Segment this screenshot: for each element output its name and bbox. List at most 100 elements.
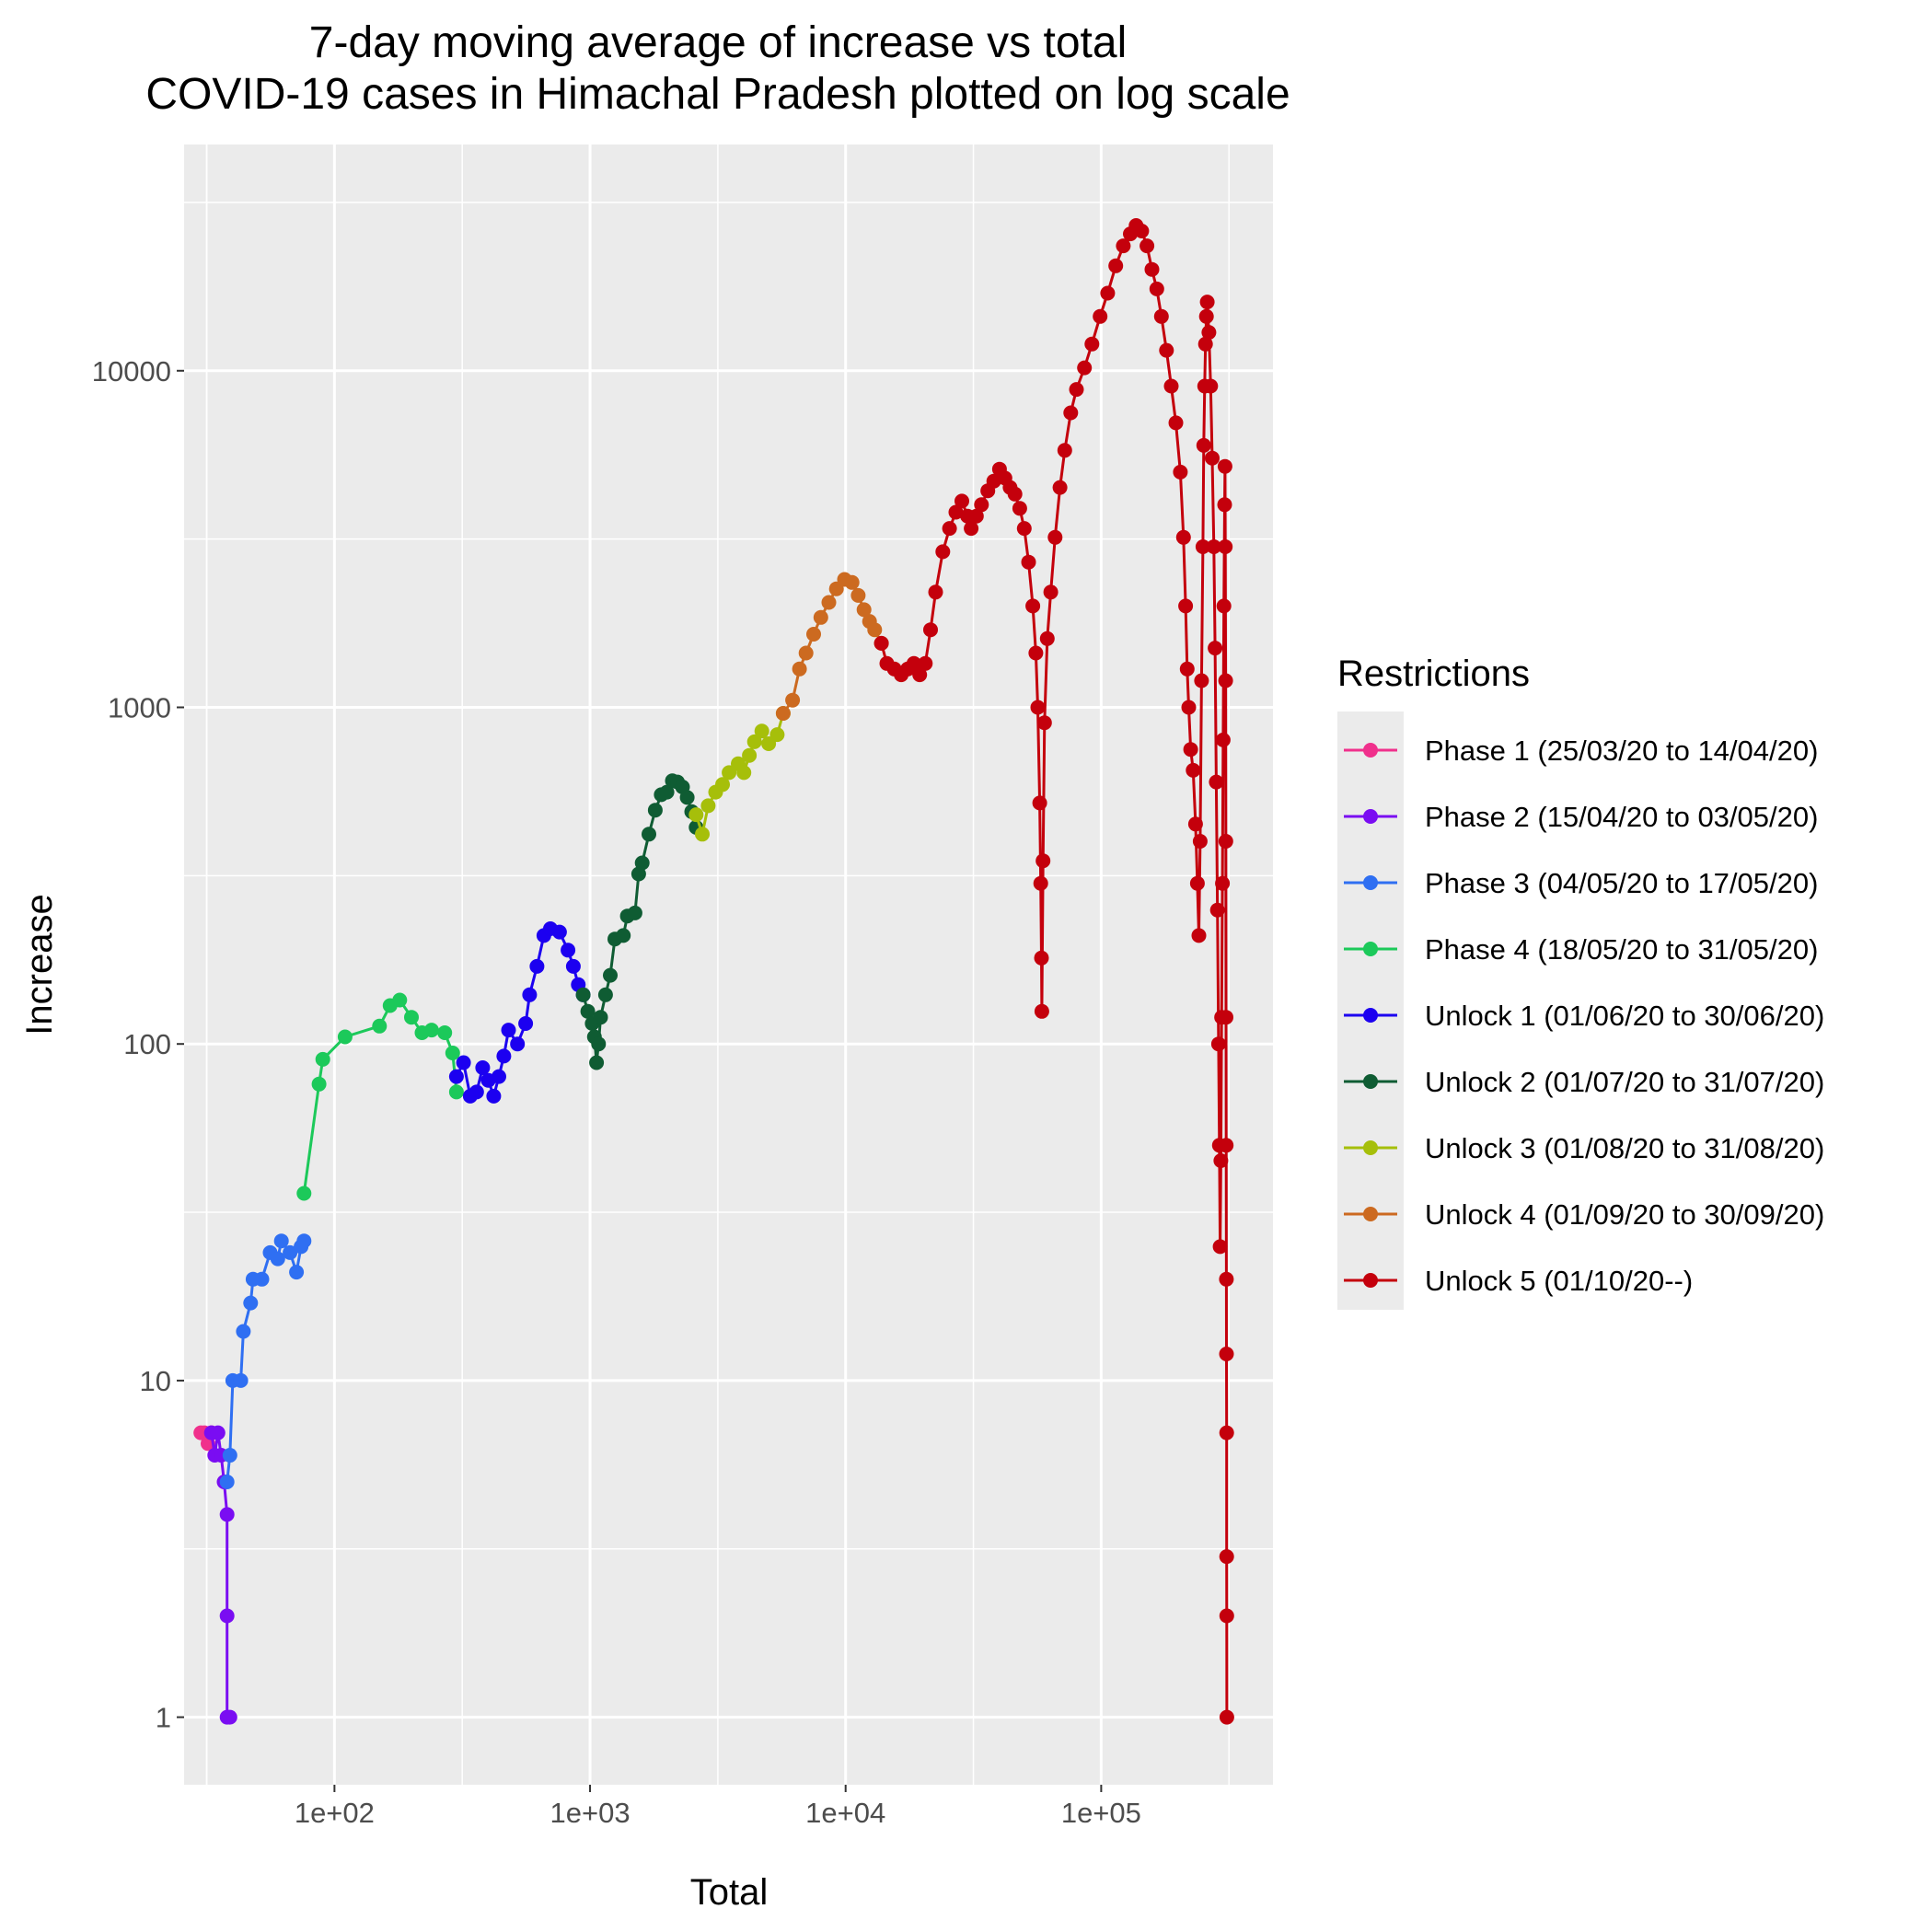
- legend-key-9: Unlock 5 (01/10/20--): [1344, 1265, 1693, 1297]
- data-point: [954, 493, 969, 509]
- data-point: [254, 1271, 270, 1287]
- data-point: [775, 706, 791, 721]
- data-point: [1213, 1153, 1229, 1168]
- data-point: [315, 1051, 330, 1067]
- legend-key-point: [1363, 1207, 1378, 1221]
- data-point: [1186, 762, 1201, 778]
- data-point: [1035, 853, 1051, 869]
- data-point: [236, 1324, 251, 1339]
- series-3: [219, 1233, 312, 1489]
- data-point: [565, 958, 581, 974]
- data-point: [1219, 1608, 1234, 1624]
- data-point: [337, 1029, 353, 1045]
- legend-label: Unlock 4 (01/09/20 to 30/09/20): [1425, 1198, 1824, 1231]
- data-point: [597, 987, 613, 1002]
- legend-key-6: Unlock 2 (01/07/20 to 31/07/20): [1344, 1066, 1824, 1098]
- data-point: [1077, 360, 1093, 376]
- legend-label: Phase 4 (18/05/20 to 31/05/20): [1425, 933, 1818, 966]
- axis-layer: 1e+02 1e+03 1e+04 1e+05 1 10 100 1000 10000: [92, 355, 1141, 1829]
- legend-key-point: [1363, 743, 1378, 758]
- data-point: [219, 1475, 235, 1489]
- data-point: [850, 587, 866, 603]
- legend-label: Unlock 5 (01/10/20--): [1425, 1265, 1693, 1297]
- data-point: [1159, 342, 1174, 358]
- data-point: [1116, 238, 1131, 254]
- data-point: [1047, 529, 1063, 545]
- data-point: [1219, 1425, 1234, 1440]
- data-point: [469, 1084, 484, 1100]
- plot-panel: [184, 145, 1273, 1785]
- data-point: [1197, 336, 1213, 352]
- data-point: [923, 622, 938, 638]
- data-point: [1057, 443, 1072, 458]
- data-point: [423, 1023, 439, 1038]
- data-point: [746, 734, 762, 749]
- legend-title: Restrictions: [1337, 654, 1530, 694]
- data-point: [1032, 795, 1047, 811]
- legend-key-5: Unlock 1 (01/06/20 to 30/06/20): [1344, 1000, 1824, 1032]
- data-point: [456, 1055, 471, 1070]
- data-point: [1196, 437, 1211, 453]
- data-point: [283, 1244, 298, 1260]
- data-point: [769, 727, 785, 743]
- data-point: [1210, 1036, 1226, 1052]
- x-tick-label: 1e+03: [550, 1797, 631, 1829]
- legend-key-point: [1363, 1008, 1378, 1023]
- data-point: [1198, 308, 1214, 324]
- data-point: [912, 667, 928, 683]
- data-point: [1021, 554, 1036, 570]
- data-point: [1036, 715, 1052, 731]
- data-point: [856, 602, 872, 618]
- data-point: [1219, 1347, 1234, 1361]
- data-point: [437, 1025, 453, 1040]
- legend-key-1: Phase 1 (25/03/20 to 14/04/20): [1344, 735, 1818, 767]
- data-point: [1033, 875, 1048, 891]
- data-point: [486, 1088, 502, 1104]
- data-point: [1043, 584, 1059, 600]
- data-point: [1016, 521, 1032, 537]
- legend-key-4: Phase 4 (18/05/20 to 31/05/20): [1344, 933, 1818, 966]
- y-tick-label: 1000: [108, 691, 171, 723]
- data-point: [1093, 308, 1108, 324]
- data-point: [1030, 700, 1046, 715]
- data-point: [634, 855, 650, 871]
- legend-key-point: [1363, 1273, 1378, 1288]
- data-point: [968, 508, 984, 524]
- data-point: [603, 967, 618, 983]
- data-point: [715, 777, 730, 792]
- data-point: [1108, 258, 1124, 273]
- data-point: [392, 992, 408, 1008]
- data-point: [1215, 875, 1231, 891]
- data-point: [1209, 774, 1224, 790]
- data-point: [1215, 732, 1231, 747]
- y-axis-title: Increase: [19, 894, 60, 1035]
- y-tick-label: 100: [123, 1028, 171, 1060]
- data-point: [986, 473, 1001, 489]
- data-point: [496, 1048, 512, 1064]
- data-point: [942, 521, 957, 537]
- legend-key-3: Phase 3 (04/05/20 to 17/05/20): [1344, 867, 1818, 899]
- data-point: [1028, 645, 1044, 661]
- data-point: [296, 1233, 312, 1249]
- data-point: [448, 1069, 464, 1084]
- legend-label: Unlock 3 (01/08/20 to 31/08/20): [1425, 1132, 1824, 1164]
- data-point: [270, 1251, 285, 1267]
- data-point: [627, 905, 642, 920]
- legend-key-point: [1363, 1074, 1378, 1089]
- data-point: [1034, 1003, 1049, 1019]
- data-point: [948, 504, 964, 520]
- data-point: [722, 765, 737, 781]
- data-point: [1195, 539, 1210, 554]
- data-point: [695, 827, 710, 842]
- data-point: [1212, 1239, 1228, 1255]
- data-point: [1034, 950, 1049, 966]
- data-point: [448, 1084, 464, 1100]
- data-point: [1218, 834, 1233, 849]
- data-point: [529, 958, 545, 974]
- legend-label: Phase 3 (04/05/20 to 17/05/20): [1425, 867, 1818, 899]
- legend-label: Unlock 1 (01/06/20 to 30/06/20): [1425, 1000, 1824, 1032]
- data-point: [475, 1060, 491, 1075]
- data-point: [243, 1295, 259, 1311]
- data-point: [928, 584, 943, 600]
